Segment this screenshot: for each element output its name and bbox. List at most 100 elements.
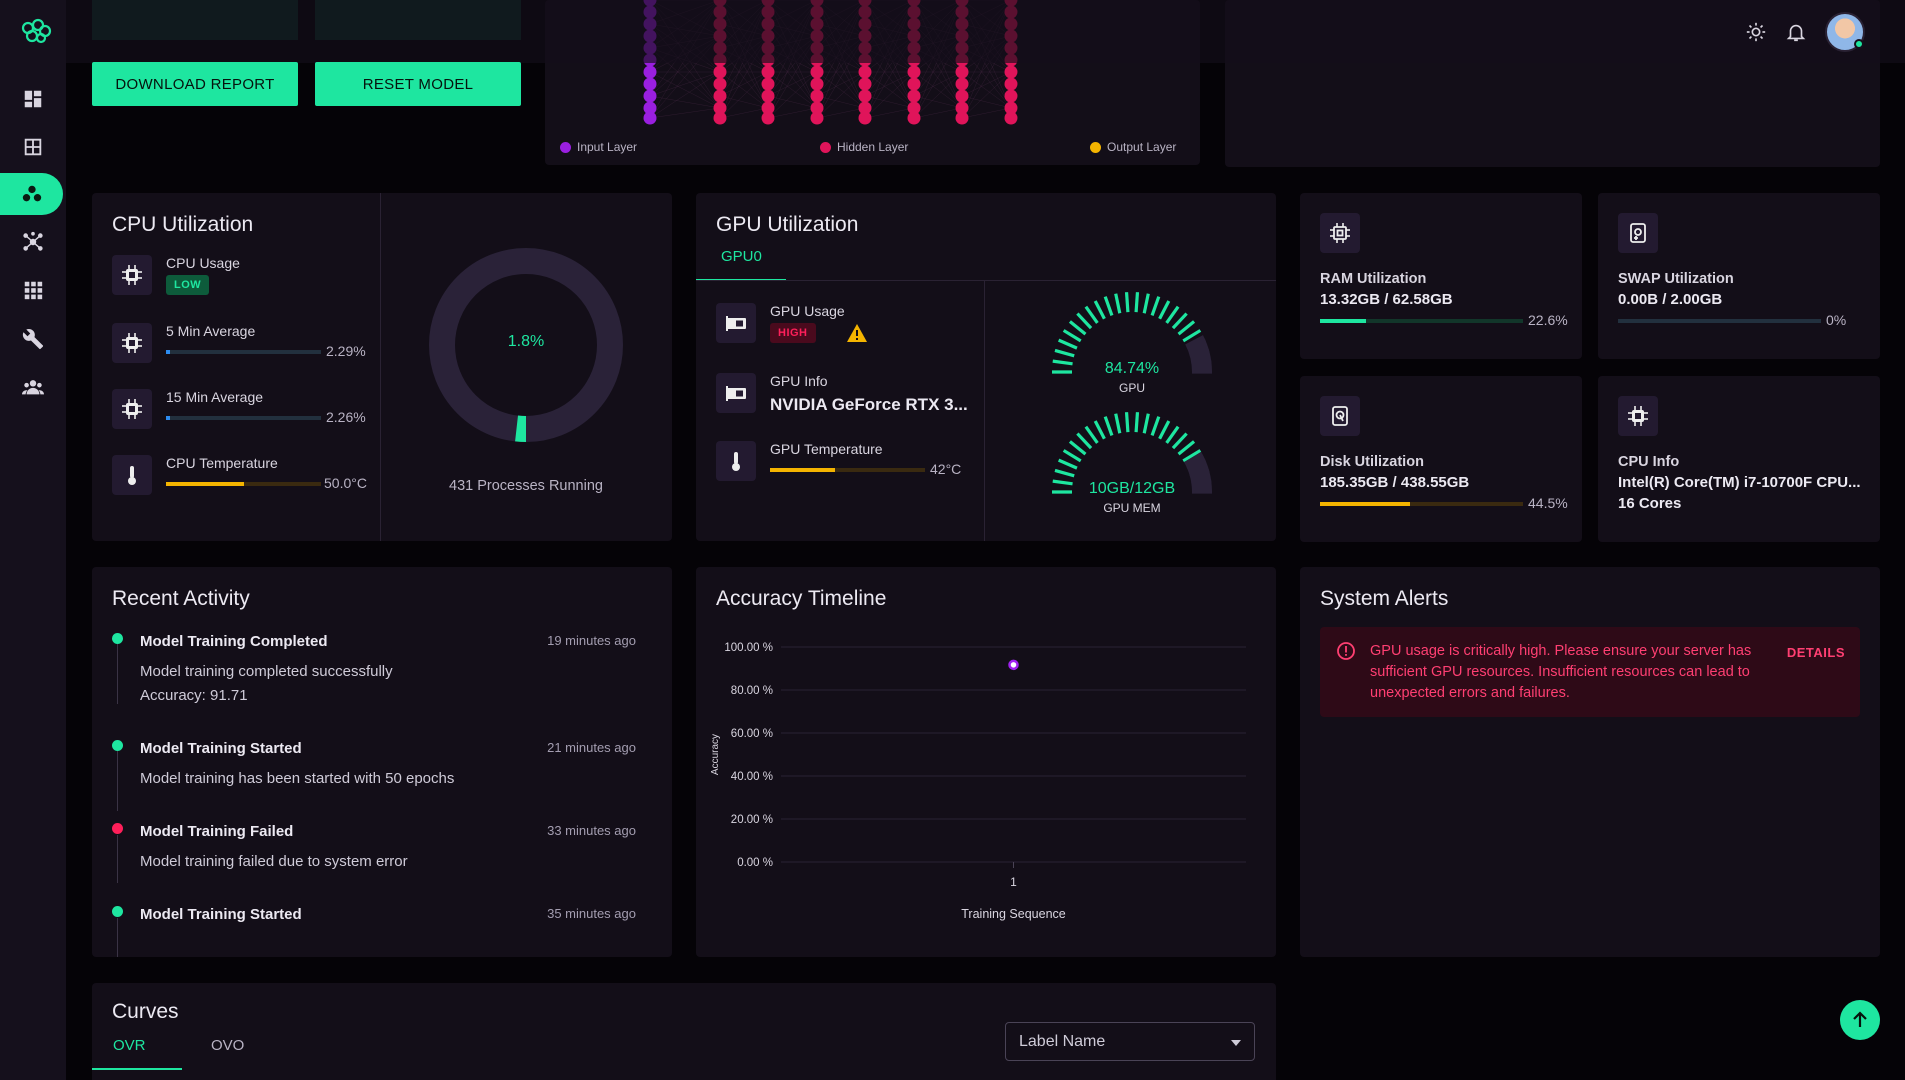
input-node: [643, 65, 657, 79]
hidden-node: [810, 101, 824, 115]
hidden-node: [1004, 111, 1018, 125]
label-name-select[interactable]: Label Name: [1005, 1022, 1255, 1061]
alert-details-button[interactable]: DETAILS: [1786, 645, 1845, 660]
y-tick-label: 60.00 %: [731, 728, 773, 740]
network-edge: [961, 71, 1012, 97]
disk-pct: 44.5%: [1528, 495, 1568, 511]
swap-drive-icon: [1630, 223, 1646, 243]
scroll-to-top-button[interactable]: [1840, 1000, 1880, 1040]
thermometer-icon: [732, 452, 740, 471]
gauge-tick: [1068, 320, 1087, 336]
ram-bar-fill: [1320, 319, 1366, 323]
gpu-alert: GPU usage is critically high. Please ens…: [1320, 627, 1860, 717]
input-node: [643, 101, 657, 115]
network-edge: [649, 71, 721, 97]
network-edge: [913, 71, 963, 109]
bell-icon[interactable]: [1785, 21, 1807, 43]
gpu-card-icon: [726, 316, 746, 331]
curves-card: Curves OVR OVO: [92, 983, 1276, 1080]
cpu-donut-chart: [429, 248, 623, 442]
network-edge: [816, 95, 866, 109]
hidden-node: [858, 101, 872, 115]
disk-bar: [1320, 502, 1523, 506]
network-edge: [649, 71, 721, 109]
brain-logo-icon[interactable]: [18, 16, 54, 46]
alerts-card-title: System Alerts: [1320, 587, 1449, 610]
user-avatar[interactable]: [1825, 12, 1865, 52]
gpu-info-icon-box: [716, 373, 756, 413]
activity-time: 35 minutes ago: [547, 906, 636, 921]
reset-model-button[interactable]: RESET MODEL: [315, 62, 521, 106]
network-edge: [961, 107, 1012, 119]
gauge-tick: [1103, 416, 1114, 437]
download-report-button[interactable]: DOWNLOAD REPORT: [92, 62, 298, 106]
gauge-tick: [1150, 416, 1161, 437]
nav-grid[interactable]: [0, 126, 66, 168]
cpu-temp-icon-box: [112, 455, 152, 495]
x-tick-label: 1: [1010, 875, 1017, 889]
cpu-card-title: CPU Utilization: [112, 213, 254, 236]
network-edge: [767, 71, 818, 119]
swap-bar: [1618, 319, 1821, 323]
activity-title: Model Training Started: [140, 906, 302, 923]
nav-network[interactable]: [0, 221, 66, 263]
cpu-avg5-bar-fill: [166, 350, 170, 354]
theme-toggle-icon[interactable]: [1745, 21, 1767, 43]
network-edge: [649, 107, 721, 119]
gpu-temp-label: GPU Temperature: [770, 441, 883, 457]
nav-models[interactable]: [0, 173, 63, 215]
network-edge: [719, 71, 769, 119]
apps-icon: [24, 281, 43, 300]
legend-hidden: Hidden Layer: [820, 140, 908, 154]
network-edge: [719, 71, 769, 97]
memory-chip-icon: [1330, 223, 1350, 243]
recent-activity-card: Recent Activity Model Training Completed…: [92, 567, 672, 957]
tab-ovr[interactable]: OVR: [113, 1037, 146, 1054]
tab-ovo[interactable]: OVO: [211, 1037, 245, 1054]
activity-title: Model Training Completed: [140, 633, 328, 650]
grid-box-icon: [24, 138, 42, 156]
error-circle-icon: [1337, 642, 1355, 660]
gpu-gauge-label: GPU: [1118, 381, 1145, 395]
network-edge: [767, 71, 818, 97]
nav-dashboard[interactable]: [0, 78, 66, 120]
cpu-temp-label: CPU Temperature: [166, 455, 278, 471]
gauge-tick: [1165, 425, 1180, 444]
tab-gpu0[interactable]: GPU0: [721, 248, 762, 265]
hidden-node: [858, 111, 872, 125]
network-edge: [864, 71, 915, 109]
nav-apps[interactable]: [0, 269, 66, 311]
network-edge: [767, 71, 818, 109]
y-tick-label: 0.00 %: [737, 857, 773, 869]
cpu-processes-count: 431 Processes Running: [449, 478, 603, 494]
activity-text: Model training completed successfully: [140, 663, 393, 680]
network-edge: [864, 95, 915, 109]
alert-message: GPU usage is critically high. Please ens…: [1370, 643, 1752, 701]
legend-hidden-label: Hidden Layer: [837, 140, 909, 154]
cpu-avg5-bar: [166, 350, 321, 354]
gpu-gauge-value: 84.74%: [1104, 360, 1160, 377]
gauge-tick: [1158, 420, 1171, 440]
ram-value: 13.32GB / 62.58GB: [1320, 291, 1453, 308]
hidden-node: [858, 65, 872, 79]
input-node: [643, 77, 657, 91]
nav-tools[interactable]: [0, 318, 66, 360]
hidden-node: [955, 65, 969, 79]
activity-card-title: Recent Activity: [112, 587, 250, 610]
gpu-temp-bar: [770, 468, 925, 472]
accuracy-point[interactable]: [1008, 659, 1019, 671]
cpu-avg15-label: 15 Min Average: [166, 389, 264, 405]
chip-icon: [122, 265, 142, 285]
network-edge: [961, 71, 1012, 109]
hidden-node: [761, 111, 775, 125]
nav-users[interactable]: [0, 366, 66, 408]
gauge-tick: [1052, 359, 1073, 366]
network-edge: [913, 71, 963, 119]
activity-title: Model Training Started: [140, 740, 302, 757]
cpu-avg15-icon-box: [112, 389, 152, 429]
select-value: Label Name: [1019, 1033, 1106, 1050]
hidden-node: [761, 101, 775, 115]
gauge-tick: [1103, 296, 1114, 317]
online-status-dot: [1854, 39, 1864, 49]
gauge-tick: [1134, 412, 1140, 433]
